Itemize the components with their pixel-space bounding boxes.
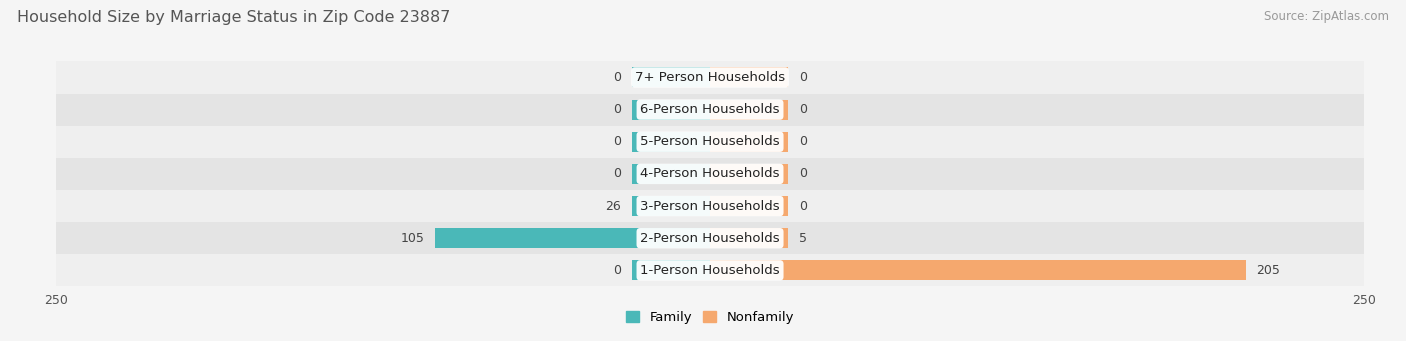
Text: Source: ZipAtlas.com: Source: ZipAtlas.com bbox=[1264, 10, 1389, 23]
Text: 0: 0 bbox=[613, 71, 621, 84]
Text: 7+ Person Households: 7+ Person Households bbox=[636, 71, 785, 84]
Bar bbox=[56, 93, 1364, 126]
Bar bbox=[710, 261, 1246, 280]
Bar bbox=[710, 132, 789, 152]
Text: 5: 5 bbox=[799, 232, 807, 245]
Bar bbox=[56, 158, 1364, 190]
Legend: Family, Nonfamily: Family, Nonfamily bbox=[620, 306, 800, 329]
Bar bbox=[56, 61, 1364, 93]
Text: 205: 205 bbox=[1257, 264, 1281, 277]
Bar bbox=[710, 228, 789, 248]
Bar bbox=[436, 228, 710, 248]
Bar bbox=[631, 164, 710, 184]
Text: 6-Person Households: 6-Person Households bbox=[640, 103, 780, 116]
Bar bbox=[56, 190, 1364, 222]
Text: 3-Person Households: 3-Person Households bbox=[640, 199, 780, 212]
Bar bbox=[56, 222, 1364, 254]
Bar bbox=[631, 261, 710, 280]
Text: 2-Person Households: 2-Person Households bbox=[640, 232, 780, 245]
Text: 0: 0 bbox=[799, 167, 807, 180]
Text: 0: 0 bbox=[799, 103, 807, 116]
Text: 26: 26 bbox=[606, 199, 621, 212]
Text: 0: 0 bbox=[613, 167, 621, 180]
Bar bbox=[631, 100, 710, 120]
Text: 0: 0 bbox=[799, 135, 807, 148]
Text: 0: 0 bbox=[613, 264, 621, 277]
Bar bbox=[56, 126, 1364, 158]
Text: 0: 0 bbox=[799, 71, 807, 84]
Text: 105: 105 bbox=[401, 232, 425, 245]
Bar bbox=[710, 100, 789, 120]
Bar bbox=[631, 68, 710, 87]
Text: 0: 0 bbox=[613, 103, 621, 116]
Bar bbox=[631, 196, 710, 216]
Bar bbox=[710, 164, 789, 184]
Text: 5-Person Households: 5-Person Households bbox=[640, 135, 780, 148]
Text: 0: 0 bbox=[613, 135, 621, 148]
Bar bbox=[631, 132, 710, 152]
Text: 4-Person Households: 4-Person Households bbox=[640, 167, 780, 180]
Bar bbox=[56, 254, 1364, 286]
Bar bbox=[710, 68, 789, 87]
Text: 0: 0 bbox=[799, 199, 807, 212]
Bar bbox=[710, 196, 789, 216]
Text: Household Size by Marriage Status in Zip Code 23887: Household Size by Marriage Status in Zip… bbox=[17, 10, 450, 25]
Text: 1-Person Households: 1-Person Households bbox=[640, 264, 780, 277]
